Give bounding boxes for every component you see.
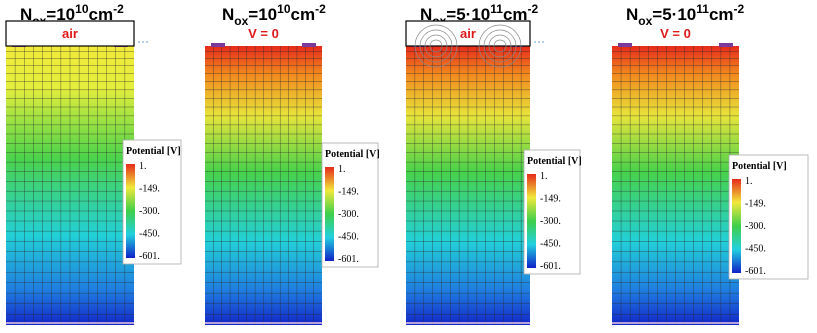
legend-tick: -300.	[540, 216, 561, 227]
legend-tick: -601.	[540, 261, 561, 272]
legend-tick: -450.	[745, 244, 766, 255]
title-part: -2	[528, 2, 539, 16]
title-part: N	[222, 5, 234, 24]
title-part: -2	[315, 2, 326, 16]
field-line	[478, 24, 522, 68]
top-electrode	[302, 43, 316, 47]
title-part: cm	[709, 5, 734, 24]
field-line	[419, 29, 453, 63]
colorbar	[732, 179, 741, 273]
top-label: air	[460, 26, 476, 41]
field-line	[424, 34, 448, 58]
title-part: cm	[291, 5, 316, 24]
legend-tick: -601.	[338, 254, 359, 265]
colorbar	[325, 167, 334, 261]
legend: Potential [V] 1. -149. -300. -450. -601.	[523, 149, 582, 275]
legend-tick: -149.	[540, 194, 561, 205]
title-part: 11	[696, 2, 709, 16]
legend-title: Potential [V]	[527, 156, 582, 167]
top-electrode	[211, 43, 225, 47]
legend-tick: -300.	[139, 206, 160, 217]
title-part: =5·10	[446, 5, 490, 24]
legend-title: Potential [V]	[325, 149, 380, 160]
legend-tick: -601.	[745, 266, 766, 277]
top-label: air	[62, 26, 78, 41]
colorbar	[527, 174, 536, 268]
legend-title: Potential [V]	[126, 146, 181, 157]
field-line	[414, 24, 458, 68]
title-part: ox	[638, 14, 652, 28]
colorbar	[126, 164, 135, 258]
title-part: 11	[490, 2, 503, 16]
legend: Potential [V] 1. -149. -300. -450. -601.	[728, 154, 809, 280]
field-line	[488, 34, 512, 58]
top-electrode	[719, 43, 733, 47]
top-label: V = 0	[248, 26, 279, 41]
air-region	[405, 20, 531, 47]
legend-tick: 1.	[540, 171, 548, 182]
title-part: N	[20, 5, 32, 24]
field-line	[429, 39, 443, 53]
legend-tick: 1.	[139, 161, 147, 172]
legend-tick: -149.	[338, 187, 359, 198]
legend-title: Potential [V]	[732, 161, 787, 172]
top-label: V = 0	[660, 26, 691, 41]
title-part: =10	[248, 5, 277, 24]
legend-tick: -450.	[139, 229, 160, 240]
field-line	[483, 29, 517, 63]
legend-box	[728, 154, 809, 280]
legend-tick: -450.	[540, 239, 561, 250]
legend-tick: 1.	[745, 176, 753, 187]
legend-tick: -300.	[338, 209, 359, 220]
title-part: N	[420, 5, 432, 24]
title-part: =10	[46, 5, 75, 24]
legend-tick: -149.	[139, 184, 160, 195]
title-part: =5·10	[652, 5, 696, 24]
title-part: ox	[234, 14, 248, 28]
legend-tick: -450.	[338, 232, 359, 243]
title-part: -2	[734, 2, 745, 16]
panel-title: Nox=1010cm-2	[20, 2, 124, 28]
title-part: 10	[75, 2, 89, 16]
title-part: cm	[503, 5, 528, 24]
legend-tick: -149.	[745, 199, 766, 210]
title-part: cm	[89, 5, 114, 24]
title-part: N	[626, 5, 638, 24]
legend: Potential [V] 1. -149. -300. -450. -601.	[122, 139, 182, 265]
panel-title: Nox=5·1011cm-2	[420, 2, 539, 28]
title-part: 10	[277, 2, 291, 16]
legend-tick: -601.	[139, 251, 160, 262]
top-electrode	[618, 43, 632, 47]
panel-title: Nox=1010cm-2	[222, 2, 326, 28]
panel-title: Nox=5·1011cm-2	[626, 2, 745, 28]
title-part: -2	[113, 2, 124, 16]
legend-tick: -300.	[745, 221, 766, 232]
field-line	[493, 39, 507, 53]
legend: Potential [V] 1. -149. -300. -450. -601.	[321, 142, 380, 268]
air-region	[5, 20, 135, 47]
legend-tick: 1.	[338, 164, 346, 175]
